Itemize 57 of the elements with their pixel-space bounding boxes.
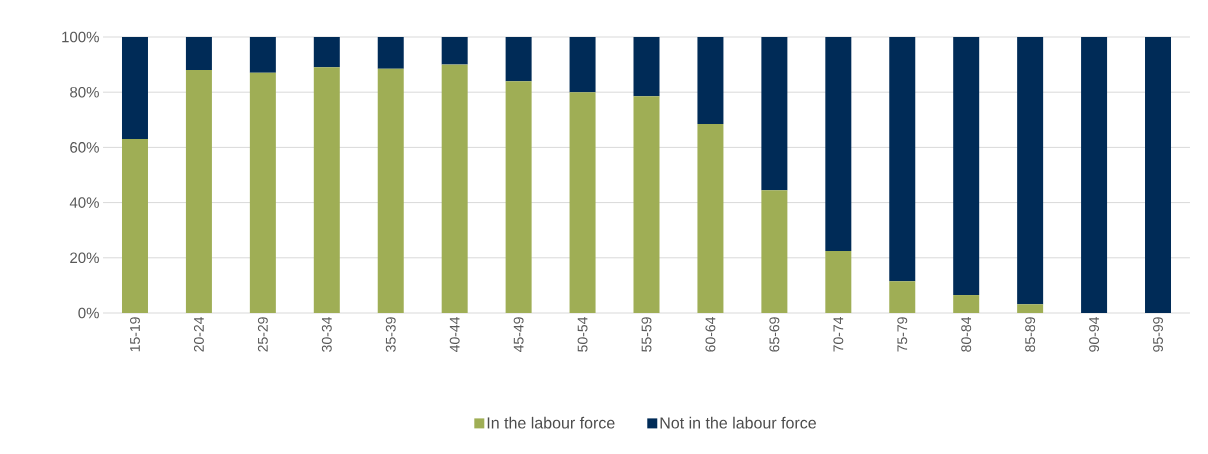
bar (633, 36, 660, 97)
bar (953, 295, 980, 313)
bar (697, 36, 724, 124)
bar (761, 190, 788, 313)
bar (185, 36, 212, 71)
y-tick-label: 20% (70, 252, 99, 264)
bar (505, 36, 532, 82)
x-tick-label: 75-79 (897, 317, 908, 352)
x-tick-label: 15-19 (130, 317, 140, 352)
bar (441, 36, 468, 65)
bar (505, 81, 532, 313)
bar (633, 96, 660, 313)
legend-label: In the labour force (487, 416, 615, 429)
x-tick-label: 35-39 (385, 317, 396, 352)
bar (761, 36, 788, 191)
bar (249, 36, 276, 73)
bar (313, 67, 340, 313)
x-tick-label: 90-94 (1089, 316, 1100, 352)
x-tick-label: 25-29 (257, 317, 268, 352)
bar (889, 281, 916, 313)
x-tick-label: 20-24 (193, 316, 204, 352)
bar (1017, 304, 1044, 313)
y-tick-label: 100% (62, 31, 99, 43)
y-tick-label: 0% (78, 307, 99, 319)
bar (697, 123, 724, 313)
bar (249, 72, 276, 313)
bar (825, 36, 852, 251)
bar (1017, 36, 1044, 305)
legend-label: Not in the labour force (660, 416, 816, 429)
x-tick-label: 80-84 (961, 316, 972, 352)
bar (569, 36, 596, 93)
x-tick-label: 30-34 (321, 316, 332, 352)
bar (185, 70, 212, 313)
bar (377, 36, 404, 69)
y-tick-label: 40% (69, 197, 99, 208)
bar (313, 36, 340, 68)
x-tick-label: 85-89 (1025, 317, 1036, 352)
bar (953, 36, 980, 296)
bar (441, 64, 468, 313)
bar (121, 139, 148, 313)
bar (889, 36, 916, 282)
x-tick-label: 45-49 (513, 317, 524, 353)
x-tick-label: 55-59 (641, 317, 652, 352)
bar (1145, 36, 1172, 313)
bar (825, 250, 852, 313)
bar (121, 36, 148, 140)
bar (569, 92, 596, 313)
x-tick-label: 60-64 (705, 316, 716, 352)
x-tick-label: 95-99 (1153, 317, 1163, 352)
y-tick-label: 60% (70, 142, 99, 153)
x-tick-label: 50-54 (577, 316, 588, 352)
x-tick-label: 70-74 (833, 316, 844, 352)
x-tick-label: 40-44 (449, 316, 460, 353)
bar (377, 68, 404, 313)
x-tick-label: 65-69 (769, 317, 780, 352)
bar (1081, 36, 1108, 313)
y-tick-label: 80% (70, 86, 99, 98)
